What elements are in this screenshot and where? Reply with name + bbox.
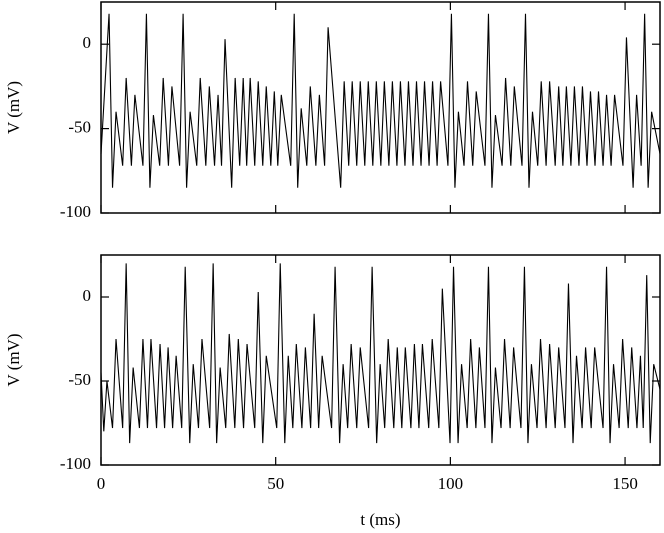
y-tick-label: -50	[68, 370, 91, 389]
y-tick-label: 0	[83, 33, 92, 52]
y-tick-label: -50	[68, 118, 91, 137]
y-tick-label: -100	[60, 202, 91, 221]
plot-frame	[100, 254, 661, 466]
y-axis-label: V (mV)	[4, 81, 23, 134]
x-tick-label: 50	[267, 474, 284, 493]
plot-frame	[100, 1, 661, 214]
x-tick-label: 0	[97, 474, 106, 493]
x-axis-label: t (ms)	[360, 510, 400, 529]
y-axis-label: V (mV)	[4, 333, 23, 386]
trace	[100, 263, 661, 444]
y-tick-label: -100	[60, 454, 91, 473]
x-tick-label: 150	[612, 474, 638, 493]
x-tick-label: 100	[438, 474, 464, 493]
y-tick-label: 0	[83, 286, 92, 305]
trace	[100, 13, 661, 188]
